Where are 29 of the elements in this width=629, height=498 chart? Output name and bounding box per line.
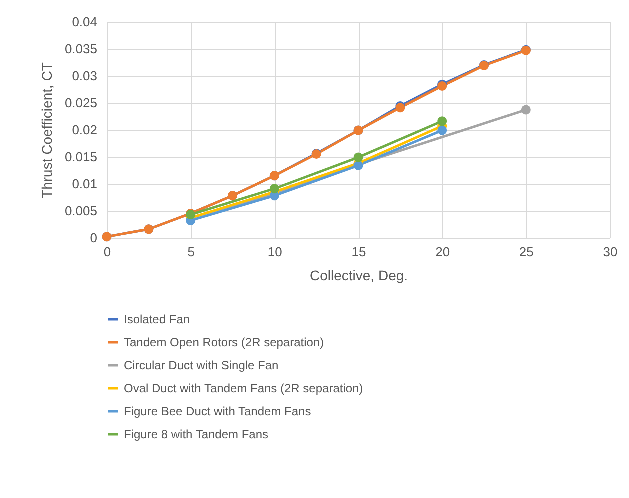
y-tick-label: 0.02 bbox=[72, 122, 98, 138]
point bbox=[521, 105, 531, 115]
point bbox=[354, 152, 364, 162]
point bbox=[438, 126, 448, 136]
legend-label: Circular Duct with Single Fan bbox=[124, 358, 279, 372]
legend-label: Oval Duct with Tandem Fans (2R separation) bbox=[124, 382, 364, 396]
y-tick-label: 0.025 bbox=[64, 96, 98, 110]
x-tick-label: 30 bbox=[603, 244, 618, 260]
legend-label: Isolated Fan bbox=[124, 312, 190, 326]
legend-label: Figure 8 with Tandem Fans bbox=[124, 428, 269, 442]
y-tick-label: 0.035 bbox=[64, 42, 98, 56]
y-tick-label: 0.01 bbox=[72, 176, 98, 192]
x-tick-label: 15 bbox=[352, 244, 366, 260]
legend-label: Figure Bee Duct with Tandem Fans bbox=[124, 404, 312, 418]
y-tick-label: 0.04 bbox=[72, 14, 98, 30]
x-tick-label: 10 bbox=[268, 244, 282, 260]
x-tick-label: 5 bbox=[188, 244, 195, 260]
legend-label: Tandem Open Rotors (2R separation) bbox=[124, 336, 324, 350]
x-tick-label: 0 bbox=[104, 244, 112, 260]
x-tick-label: 20 bbox=[436, 244, 450, 260]
y-tick-label: 0.005 bbox=[64, 204, 98, 218]
y-tick-label: 0 bbox=[90, 230, 98, 246]
y-axis-title: Thrust Coefficient, CT bbox=[38, 62, 55, 198]
x-tick-label: 25 bbox=[519, 244, 534, 260]
point bbox=[438, 116, 448, 126]
y-tick-label: 0.03 bbox=[72, 68, 98, 84]
x-axis-title: Collective, Deg. bbox=[310, 268, 408, 284]
point bbox=[270, 184, 280, 194]
y-tick-label: 0.015 bbox=[64, 150, 98, 164]
